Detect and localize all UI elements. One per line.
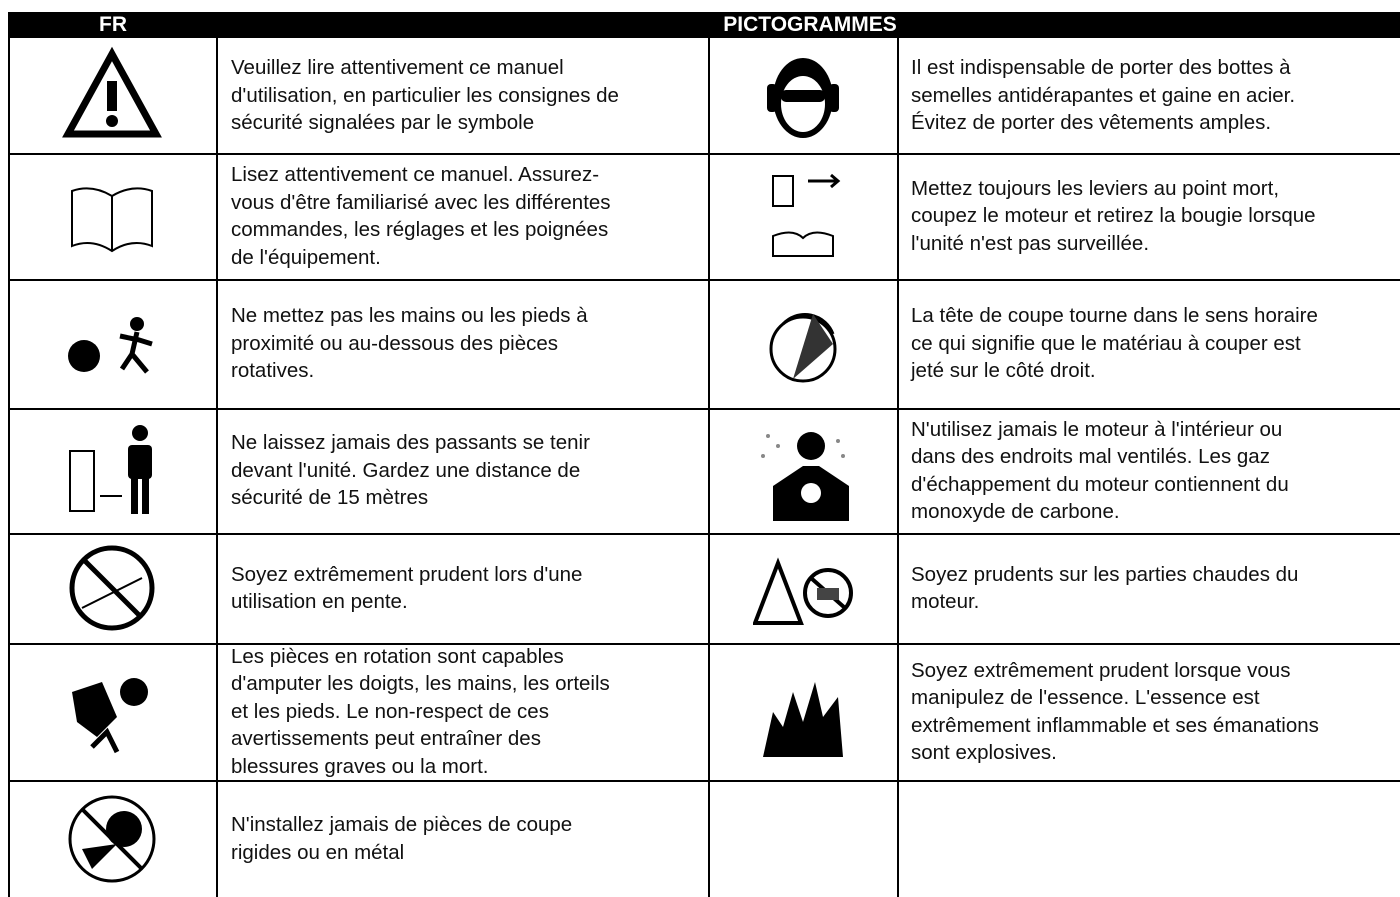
col-line: [708, 38, 710, 897]
row-line: [8, 279, 1400, 281]
cell-text: La tête de coupe tourne dans le sens hor…: [911, 279, 1396, 408]
pictogram: [708, 153, 897, 279]
text-line: sécurité de 15 mètres: [231, 486, 429, 510]
cell-text: N'installez jamais de pièces de coupe rig…: [231, 780, 701, 897]
text-line: d'utilisation, en particulier les consig…: [231, 83, 619, 107]
icon: [69, 424, 152, 514]
icon: [68, 316, 153, 374]
text-line: semelles antidérapantes et gaine en acie…: [911, 83, 1296, 107]
text-line: rigides ou en métal: [231, 840, 405, 864]
col-line: [897, 38, 899, 897]
cell-text: Soyez extrêmement prudent lorsque vous ma…: [911, 643, 1396, 780]
text-line: La tête de coupe tourne dans le sens hor…: [911, 304, 1318, 328]
text-line: ce qui signifie que le matériau à couper…: [911, 331, 1301, 355]
pictogram: [708, 408, 897, 533]
text-line: utilisation en pente.: [231, 590, 408, 613]
icon: [769, 312, 836, 382]
text-line: jeté sur le côté droit.: [911, 359, 1096, 383]
text-line: coupez le moteur et retirez la bougie lo…: [911, 204, 1316, 228]
text-line: Soyez prudents sur les parties chaudes d…: [911, 562, 1299, 586]
text-line: Veuillez lire attentivement ce manuel: [231, 56, 564, 80]
icon: [69, 545, 155, 631]
text-line: Ne mettez pas les mains ou les pieds à: [231, 304, 588, 328]
pictogram: [8, 153, 216, 279]
text-line: commandes, les réglages et les poignées: [231, 218, 609, 241]
text-line: sécurité signalées par le symbole: [231, 111, 535, 135]
cell-text: Les pièces en rotation sont capables d'am…: [231, 643, 701, 780]
icon: [68, 795, 156, 882]
row-line: [8, 533, 1400, 535]
icon: [766, 57, 839, 138]
pictogram: [708, 533, 897, 643]
text-line: sont explosives.: [911, 741, 1057, 764]
text-line: dans des endroits mal ventilés. Les gaz: [911, 445, 1270, 468]
pictogram: [708, 38, 897, 153]
text-line: rotatives.: [231, 359, 315, 383]
text-line: Soyez extrêmement prudent lorsque vous: [911, 658, 1291, 682]
text-line: N'utilisez jamais le moteur à l'intérieu…: [911, 417, 1283, 441]
text-line: d'amputer les doigts, les mains, les ort…: [231, 672, 610, 696]
pictogram: [8, 408, 216, 533]
text-line: Ne laissez jamais des passants se tenir: [231, 431, 590, 455]
text-line: avertissements peut entraîner des: [231, 727, 541, 751]
text-line: d'échappement du moteur contiennent du: [911, 472, 1289, 496]
pictogram: [8, 279, 216, 408]
text-line: Mettez toujours les leviers au point mor…: [911, 176, 1280, 200]
text-line: Évitez de porter des vêtements amples.: [911, 111, 1272, 135]
cell-text: Soyez prudents sur les parties chaudes d…: [911, 533, 1396, 643]
col-line: [8, 38, 10, 897]
icon: [62, 46, 162, 137]
col-line: [216, 38, 218, 897]
icon: [71, 187, 153, 253]
text-line: blessures graves ou la mort.: [231, 754, 489, 778]
text-line: extrêmement inflammable et ses émanation…: [911, 713, 1319, 737]
text-line: Il est indispensable de porter des botte…: [911, 56, 1291, 80]
text-line: vous d'être familiarisé avec les différe…: [231, 190, 611, 214]
row-line: [8, 153, 1400, 155]
icon: [760, 431, 849, 521]
text-line: l'unité n'est pas surveillée.: [911, 231, 1150, 255]
text-line: manipulez de l'essence. L'essence est: [911, 686, 1260, 709]
text-line: Lisez attentivement ce manuel. Assurez-: [231, 163, 600, 186]
cell-text: N'utilisez jamais le moteur à l'intérieu…: [911, 408, 1396, 533]
text-line: de l'équipement.: [231, 245, 381, 269]
cell-text: Veuillez lire attentivement ce manuel d'u…: [231, 38, 701, 153]
row-line: [8, 780, 1400, 782]
text-line: proximité ou au-dessous des pièces: [231, 331, 559, 355]
pictogram: [708, 643, 897, 780]
row-line: [8, 408, 1400, 410]
icon: [762, 681, 843, 757]
text-line: devant l'unité. Gardez une distance de: [231, 458, 581, 482]
icon: [771, 173, 840, 257]
row-line: [8, 643, 1400, 645]
icon: [752, 557, 853, 625]
text-line: Les pièces en rotation sont capables: [231, 644, 564, 668]
pictogram: [8, 780, 216, 897]
text-line: et les pieds. Le non-respect de ces: [231, 699, 549, 723]
pictogram: [708, 279, 897, 408]
cell-text: Lisez attentivement ce manuel. Assurez-v…: [231, 153, 701, 279]
header-title: PICTOGRAMMES: [723, 13, 897, 36]
text-line: moteur.: [911, 590, 980, 613]
text-line: Soyez extrêmement prudent lors d'une: [231, 562, 583, 586]
pictogram: [8, 533, 216, 643]
pictogram: [8, 38, 216, 153]
cell-text: Il est indispensable de porter des botte…: [911, 38, 1396, 153]
cell-text: Soyez extrêmement prudent lors d'une util…: [231, 533, 701, 643]
pictogram: [8, 643, 216, 780]
cell-text: Mettez toujours les leviers au point mor…: [911, 153, 1396, 279]
text-line: N'installez jamais de pièces de coupe: [231, 813, 573, 836]
icon: [72, 677, 148, 753]
cell-text: Ne mettez pas les mains ou les pieds à pr…: [231, 279, 701, 408]
header-bar: FR PICTOGRAMMES: [8, 12, 1400, 38]
header-left: FR: [99, 13, 127, 36]
text-line: monoxyde de carbone.: [911, 500, 1120, 523]
cell-text: Ne laissez jamais des passants se tenir d…: [231, 408, 701, 533]
